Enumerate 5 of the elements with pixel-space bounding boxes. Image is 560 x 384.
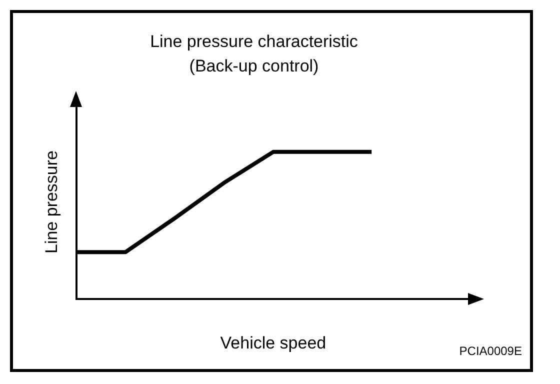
chart-title: Line pressure characteristic xyxy=(150,32,358,51)
x-axis-title: Vehicle speed xyxy=(220,333,326,352)
y-axis-title: Line pressure xyxy=(42,150,61,254)
chart-subtitle: (Back-up control) xyxy=(189,56,319,76)
text: PCIA0009E xyxy=(459,344,522,358)
